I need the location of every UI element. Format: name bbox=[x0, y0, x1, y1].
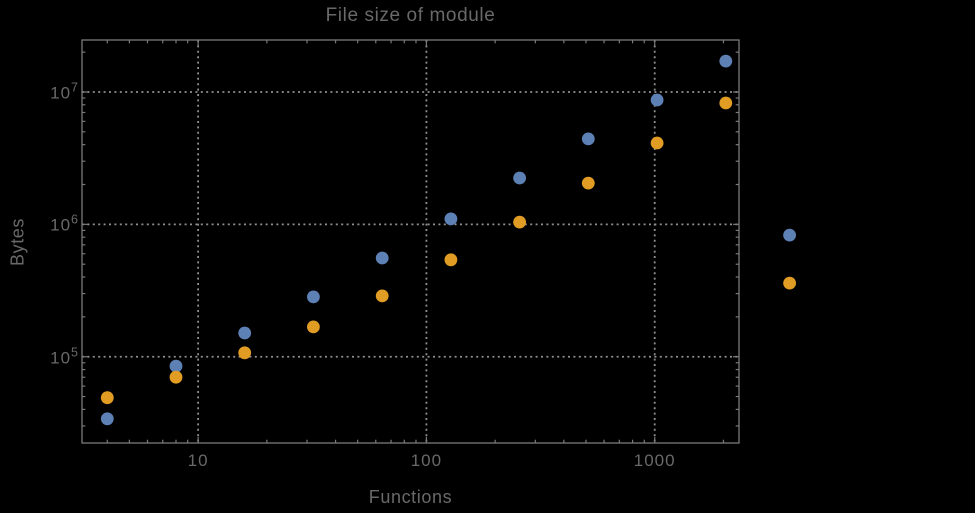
x-tick-label-100: 100 bbox=[410, 451, 443, 470]
data-point-orange-x3900 bbox=[783, 276, 796, 290]
data-point-blue-x3900 bbox=[783, 228, 796, 242]
data-point-orange-x256 bbox=[513, 215, 526, 229]
y-tick-label-1e7: 107 bbox=[50, 80, 78, 103]
y-tick-label-1e5: 105 bbox=[50, 345, 78, 368]
y-tick-label-1e6: 106 bbox=[50, 213, 78, 235]
plot-frame bbox=[81, 39, 740, 444]
data-point-blue-x1024 bbox=[650, 93, 664, 107]
data-point-blue-x4 bbox=[100, 412, 114, 426]
data-point-blue-x16 bbox=[238, 326, 252, 340]
data-point-orange-x128 bbox=[444, 253, 458, 267]
data-point-orange-x8 bbox=[169, 370, 183, 384]
x-axis-label: Functions bbox=[368, 487, 453, 507]
data-point-orange-x16 bbox=[238, 346, 252, 360]
data-point-orange-x4 bbox=[100, 391, 114, 405]
data-point-orange-x512 bbox=[581, 176, 595, 190]
data-point-blue-x512 bbox=[581, 132, 595, 146]
x-tick-label-10: 10 bbox=[187, 451, 209, 470]
data-point-blue-x64 bbox=[375, 251, 389, 265]
data-point-blue-x2048 bbox=[719, 54, 733, 68]
data-point-blue-x32 bbox=[307, 290, 320, 304]
x-tick-label-1000: 1000 bbox=[633, 451, 676, 470]
data-point-blue-x128 bbox=[444, 212, 458, 226]
data-point-blue-x8 bbox=[169, 359, 183, 373]
data-point-orange-x32 bbox=[307, 320, 320, 334]
data-point-orange-x64 bbox=[375, 289, 389, 303]
y-axis-label: Bytes bbox=[7, 217, 28, 267]
data-point-blue-x256 bbox=[513, 171, 526, 185]
data-point-orange-x2048 bbox=[719, 96, 733, 110]
data-point-orange-x1024 bbox=[650, 136, 664, 150]
chart-title: File size of module bbox=[325, 5, 496, 26]
